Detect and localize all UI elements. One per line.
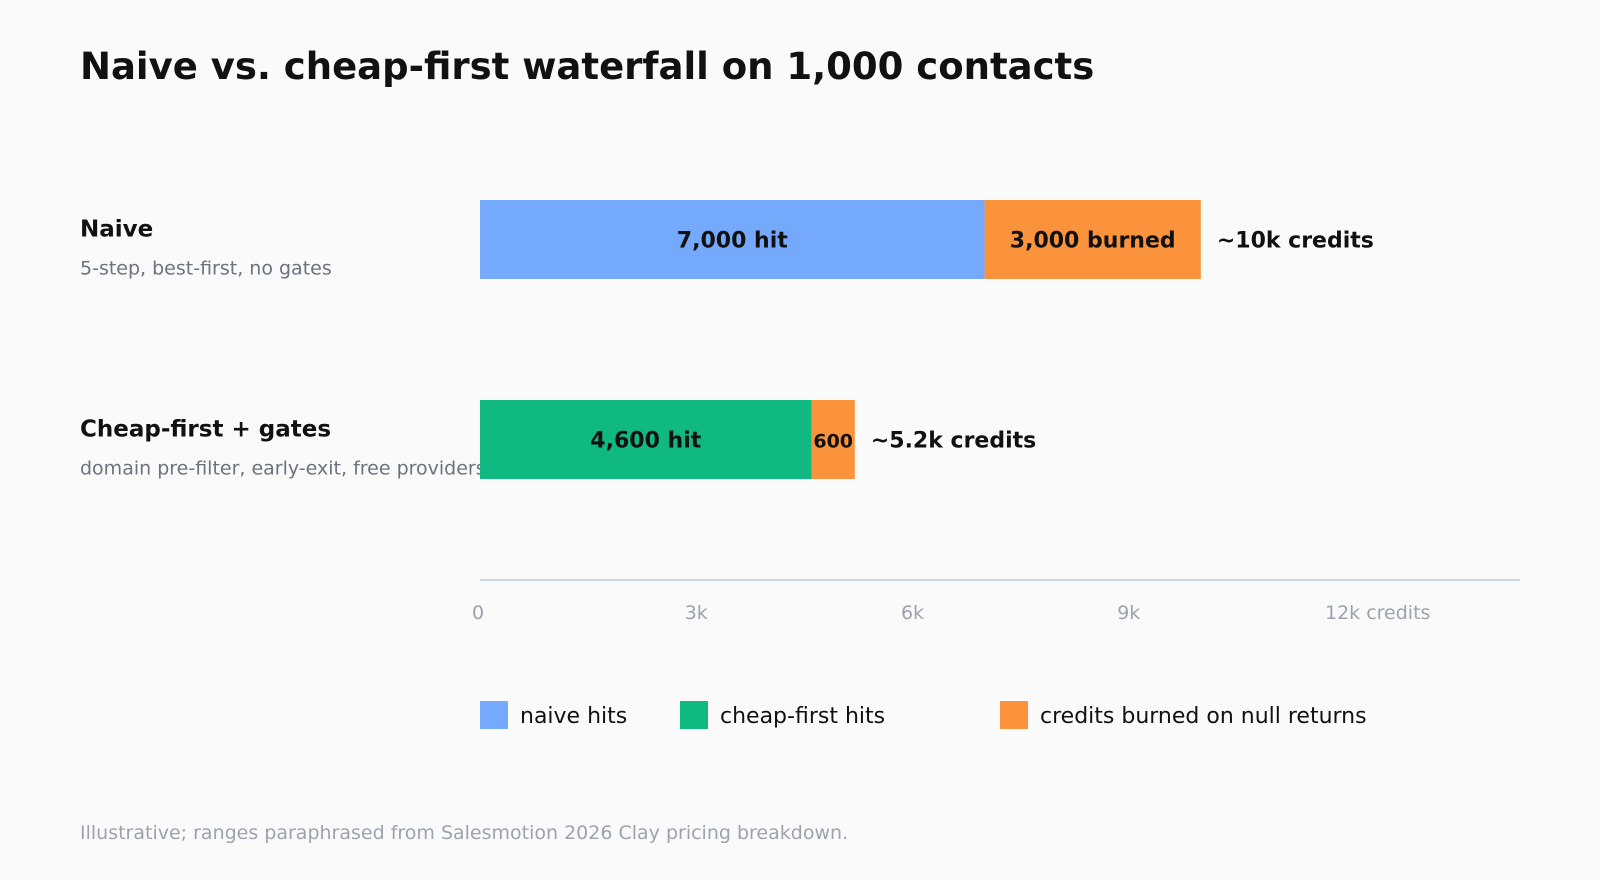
bar-totals: ~10k credits ~5.2k credits bbox=[871, 229, 1374, 454]
row-labels: Naive 5-step, best-first, no gates Cheap-f… bbox=[80, 217, 486, 480]
row-2-segment-2 bbox=[811, 400, 855, 479]
chart-title: Naive vs. cheap-first waterfall on 1,000… bbox=[80, 45, 1094, 88]
legend-label-2: cheap-first hits bbox=[720, 704, 885, 729]
x-tick-2: 3k bbox=[685, 602, 708, 624]
legend-swatch-3 bbox=[1000, 701, 1028, 729]
row-2-total-label: ~5.2k credits bbox=[871, 429, 1036, 454]
x-tick-5: 12k credits bbox=[1325, 602, 1430, 624]
row-1-segment-2 bbox=[984, 200, 1201, 279]
legend-swatch-1 bbox=[480, 701, 508, 729]
row-2-segment-1 bbox=[480, 400, 812, 479]
legend-label-3: credits burned on null returns bbox=[1040, 704, 1367, 729]
row-2-segment-2-label: 600 bbox=[813, 431, 853, 453]
row-1-segment-2-label: 3,000 burned bbox=[1010, 229, 1176, 254]
x-axis-ticks: 0 3k 6k 9k 12k credits bbox=[472, 602, 1430, 624]
bars: 7,000 hit 3,000 burned 4,600 hit 600 bbox=[480, 200, 1201, 479]
legend-swatch-2 bbox=[680, 701, 708, 729]
x-tick-3: 6k bbox=[901, 602, 924, 624]
row-2-segment-1-label: 4,600 hit bbox=[590, 429, 701, 454]
row-1-label: Naive bbox=[80, 217, 153, 243]
row-2-label: Cheap-first + gates bbox=[80, 417, 331, 443]
legend-label-1: naive hits bbox=[520, 704, 627, 729]
row-1-sublabel: 5-step, best-first, no gates bbox=[80, 258, 332, 280]
x-tick-4: 9k bbox=[1117, 602, 1140, 624]
row-1-segment-1 bbox=[480, 200, 985, 279]
row-2-sublabel: domain pre-filter, early-exit, free prov… bbox=[80, 458, 486, 480]
legend: naive hits cheap-first hits credits burned… bbox=[480, 701, 1367, 729]
footnote: Illustrative; ranges paraphrased from Sa… bbox=[80, 822, 848, 844]
x-tick-1: 0 bbox=[472, 602, 484, 624]
row-1-segment-1-label: 7,000 hit bbox=[677, 229, 788, 254]
row-1-total-label: ~10k credits bbox=[1217, 229, 1374, 254]
